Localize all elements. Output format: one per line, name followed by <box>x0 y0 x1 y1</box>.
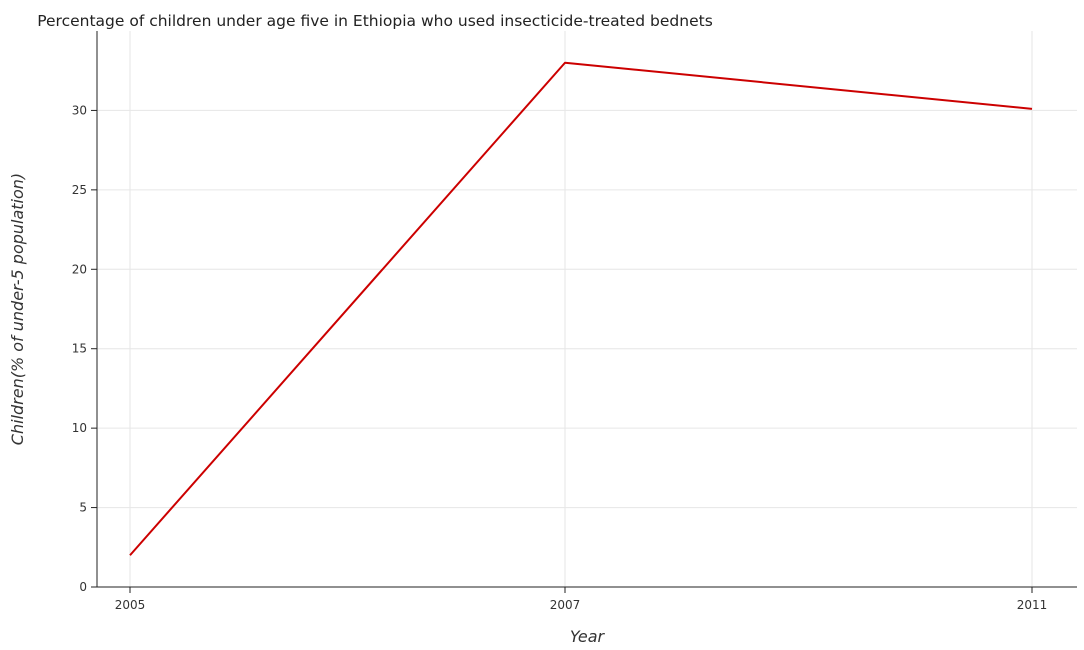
y-tick-label: 5 <box>79 501 87 515</box>
series-layer <box>129 61 1033 556</box>
y-axis-label: Children(% of under-5 population) <box>8 173 27 445</box>
x-tick-label: 2011 <box>1017 598 1048 612</box>
x-ticks: 2005 2007 2011 <box>115 587 1048 612</box>
grid-lines <box>97 31 1077 588</box>
y-tick-label: 0 <box>79 580 87 594</box>
y-tick-label: 20 <box>72 262 87 276</box>
y-tick-label: 15 <box>72 342 87 356</box>
y-tick-label: 10 <box>72 421 87 435</box>
y-ticks: 0 5 10 15 20 25 30 <box>72 103 97 594</box>
y-tick-label: 30 <box>72 103 87 117</box>
x-tick-label: 2007 <box>550 598 581 612</box>
chart-title: Percentage of children under age five in… <box>37 12 713 30</box>
series-line <box>129 61 1033 556</box>
y-tick-label: 25 <box>72 183 87 197</box>
x-axis-label: Year <box>570 627 606 646</box>
x-tick-label: 2005 <box>115 598 146 612</box>
